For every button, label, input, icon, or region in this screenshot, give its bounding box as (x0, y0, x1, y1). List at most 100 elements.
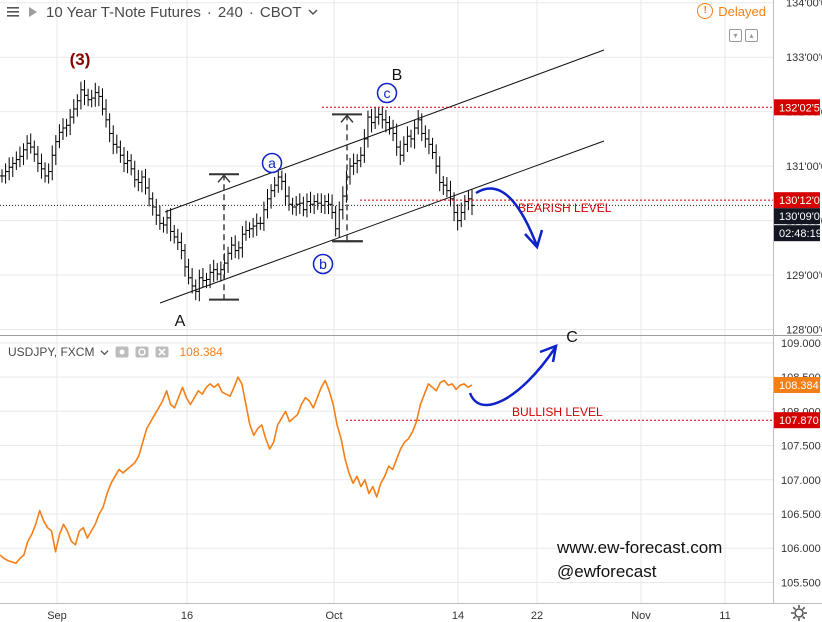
price-bar (426, 129, 431, 155)
usdjpy-line (0, 376, 473, 565)
bearish-projection-arrow (475, 187, 539, 247)
price-bar (157, 205, 162, 230)
price-bar (337, 201, 342, 238)
bearish-level-label: BEARISH LEVEL (518, 201, 612, 215)
price-bar (215, 263, 220, 281)
chevron-down-icon[interactable] (100, 348, 110, 357)
price-marker[interactable]: 107.870 (774, 412, 820, 429)
maximize-pane-icon[interactable]: ▴ (745, 29, 758, 42)
price-bar (60, 118, 65, 140)
price-bar (301, 196, 306, 217)
price-bar (294, 196, 299, 216)
price-bar (179, 232, 184, 260)
price-bar (330, 194, 335, 219)
measure-arrow (217, 174, 231, 183)
price-bar (297, 193, 302, 215)
price-bar (455, 204, 460, 231)
delayed-status[interactable]: ! Delayed (697, 2, 766, 20)
indicator-symbol[interactable]: USDJPY, FXCM (8, 345, 95, 359)
price-bar (121, 147, 126, 173)
price-marker-label: 130'09'0 (779, 211, 820, 223)
price-bar (409, 129, 414, 148)
measure-tool-a (209, 173, 239, 301)
delayed-label: Delayed (718, 3, 766, 19)
wave-label-b: b (312, 253, 334, 275)
price-bar (373, 107, 378, 130)
chevron-down-icon[interactable] (308, 7, 318, 17)
price-bar (96, 86, 101, 107)
price-bar (107, 113, 112, 143)
price-bar (86, 88, 91, 107)
axis-tick-label: 128'00'0 (786, 325, 822, 337)
channel-line-upper (164, 49, 605, 213)
price-bar (165, 209, 170, 234)
time-tick-label: Sep (47, 610, 67, 622)
watermark-site: www.ew-forecast.com (557, 538, 723, 557)
price-bar (387, 116, 392, 135)
price-bar (104, 99, 109, 128)
wave-label-A: A (175, 313, 186, 330)
gear-icon[interactable] (790, 604, 808, 622)
price-bar (315, 193, 320, 210)
price-bar (351, 153, 356, 175)
price-bar (437, 156, 442, 192)
price-axis[interactable]: 134'00'0133'00'0132'00'0131'00'0130'00'0… (774, 0, 822, 589)
indicator-value: 108.384 (179, 345, 223, 359)
settings-icon[interactable] (135, 346, 149, 358)
usdjpy-series-line (0, 376, 473, 565)
price-bar (380, 106, 385, 129)
price-bar (365, 110, 370, 148)
axis-tick-label: 107.500 (781, 441, 821, 453)
price-marker[interactable]: 130'12'0 (774, 192, 820, 209)
time-tick-label: Nov (631, 610, 651, 622)
price-bar (319, 193, 324, 213)
price-marker-label: 132'02'5 (779, 102, 820, 114)
price-bar (197, 269, 202, 302)
wave-label-a: a (261, 152, 283, 174)
price-bar (398, 140, 403, 166)
axis-tick-label: 109.000 (781, 338, 821, 350)
price-bar (283, 173, 288, 206)
price-bar (129, 154, 134, 176)
price-bar (441, 175, 446, 196)
price-marker-label: 108.384 (779, 380, 819, 392)
symbol-flag-icon[interactable] (26, 5, 40, 19)
axis-tick-label: 133'00'0 (786, 52, 822, 64)
price-bar (50, 145, 55, 181)
chart-header: 10 Year T-Note Futures · 240 · CBOT (6, 2, 318, 22)
axis-tick-label: 129'00'0 (786, 270, 822, 282)
price-marker[interactable]: 132'02'5 (774, 99, 820, 116)
wave-label-circle (261, 152, 283, 174)
watermark-handle: @ewforecast (557, 562, 657, 581)
price-bar (21, 143, 26, 166)
price-bar (243, 220, 248, 241)
price-bar (272, 177, 277, 198)
close-icon[interactable] (155, 346, 169, 358)
price-bar (132, 160, 137, 188)
symbol-title[interactable]: 10 Year T-Note Futures (46, 3, 201, 21)
axis-tick-label: 106.500 (781, 509, 821, 521)
price-bar (136, 169, 141, 192)
price-bar (401, 136, 406, 162)
price-bar (358, 147, 363, 168)
price-marker[interactable]: 02:48:19 (774, 225, 822, 242)
time-axis[interactable]: Sep 16 Oct 14 22 Nov 11 (47, 610, 731, 622)
time-tick-label: Oct (325, 610, 342, 622)
price-bar (247, 222, 252, 239)
collapse-pane-icon[interactable]: ▾ (729, 29, 742, 42)
measure-arrow (340, 114, 354, 123)
eye-icon[interactable] (115, 346, 129, 358)
pane-separator (0, 0, 822, 604)
price-bar (348, 157, 353, 185)
price-marker[interactable]: 108.384 (774, 377, 820, 394)
price-bar (0, 169, 4, 183)
price-marker-bg (774, 412, 820, 429)
axis-tick-label: 131'00'0 (786, 161, 822, 173)
price-bar (168, 208, 173, 242)
price-bar (340, 186, 345, 220)
wave-label-circle (312, 253, 334, 275)
interval-label[interactable]: 240 (217, 3, 243, 21)
hamburger-icon[interactable] (6, 5, 20, 19)
price-bar (150, 192, 155, 216)
price-marker[interactable]: 130'09'0 (774, 208, 820, 225)
